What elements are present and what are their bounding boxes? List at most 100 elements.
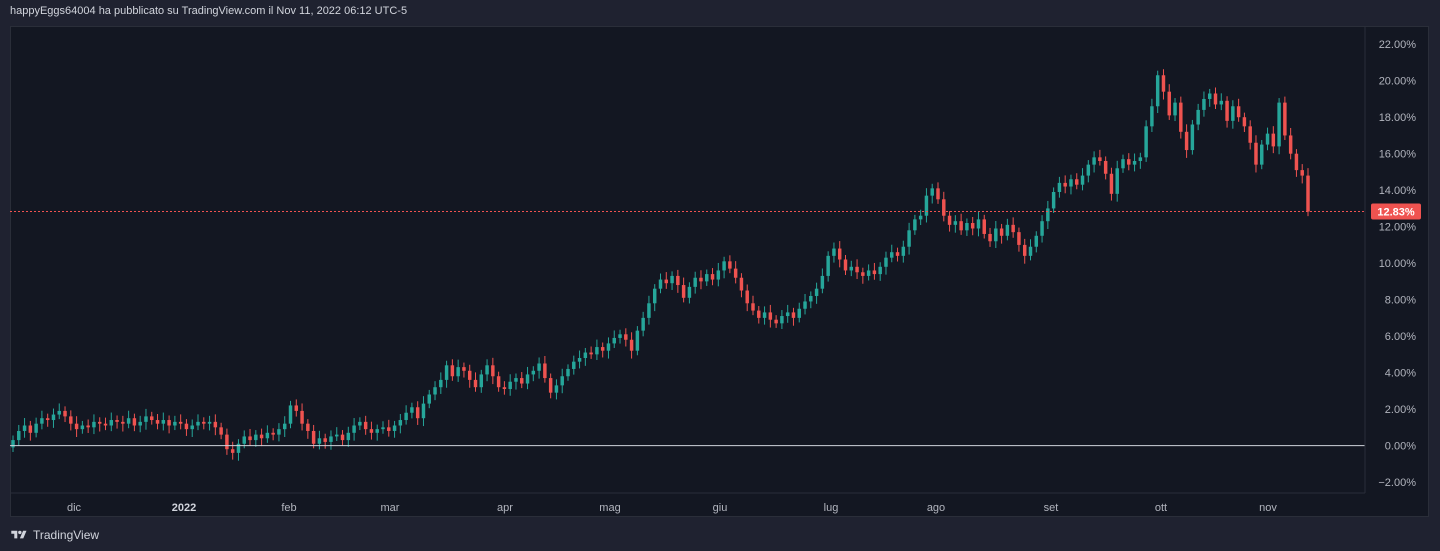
candle-body	[491, 365, 495, 377]
y-tick-label: 14.00%	[1379, 185, 1417, 197]
candle-body	[878, 266, 882, 275]
candle-body	[387, 427, 391, 431]
candle-body	[456, 367, 460, 377]
candle-body	[572, 361, 576, 369]
tradingview-brand[interactable]: TradingView	[33, 528, 100, 542]
candle-body	[1161, 75, 1166, 92]
candle-body	[28, 425, 33, 433]
candle-body	[612, 337, 616, 344]
candle-body	[433, 387, 437, 395]
candle-body	[1109, 173, 1114, 194]
candle-body	[121, 421, 125, 424]
candle-body	[473, 379, 478, 388]
x-tick-label: ott	[1155, 502, 1167, 514]
candle-body	[352, 425, 356, 433]
candle-body	[699, 277, 703, 282]
candle-body	[346, 432, 351, 441]
candle-body	[421, 403, 426, 419]
candle-body	[485, 365, 489, 375]
candle-body	[814, 288, 819, 296]
time-axis: dic 2022 feb mar apr mag giu lug ago set ott nov	[67, 502, 1277, 514]
candle-body	[624, 334, 628, 340]
candle-body	[739, 277, 744, 291]
candle-body	[439, 379, 443, 388]
candle-body	[40, 418, 44, 424]
x-tick-label: mag	[599, 502, 620, 514]
candle-body	[1121, 159, 1125, 169]
candle-body	[577, 358, 582, 362]
candle-body	[392, 425, 397, 431]
x-tick-label: ago	[927, 502, 945, 514]
last-price-badge: 12.83%	[1371, 203, 1421, 220]
candle-body	[589, 352, 593, 355]
candle-body	[294, 405, 299, 411]
candle-body	[190, 425, 194, 430]
candle-body	[236, 443, 241, 453]
candle-body	[930, 188, 934, 196]
candle-body	[1190, 124, 1195, 151]
candle-body	[924, 195, 929, 216]
candle-body	[999, 228, 1004, 236]
candle-body	[1040, 221, 1044, 236]
candle-body	[1294, 153, 1299, 171]
y-tick-label: 8.00%	[1385, 295, 1416, 307]
candle-body	[537, 363, 541, 371]
candle-body	[306, 423, 310, 431]
y-tick-label: 16.00%	[1379, 149, 1417, 161]
candle-body	[837, 248, 842, 260]
candlestick-chart[interactable]: 22.00% 20.00% 18.00% 16.00% 14.00% 12.00% 10.0…	[10, 26, 1429, 517]
x-tick-label: mar	[381, 502, 400, 514]
candle-body	[1144, 126, 1148, 158]
candle-body	[103, 423, 108, 426]
candle-body	[259, 434, 264, 439]
candle-body	[381, 427, 385, 430]
last-price-label: 12.83%	[1377, 207, 1415, 219]
candle-body	[895, 252, 900, 256]
candle-body	[1219, 100, 1224, 105]
last-price-badge-bg	[1371, 203, 1421, 220]
candle-body	[1213, 93, 1218, 105]
candle-body	[450, 365, 455, 377]
candle-body	[988, 233, 992, 242]
candle-body	[1075, 179, 1079, 185]
y-tick-label: 2.00%	[1385, 404, 1416, 416]
candle-body	[248, 436, 252, 441]
candle-body	[375, 429, 379, 433]
x-tick-label: lug	[824, 502, 839, 514]
candle-body	[150, 416, 154, 421]
candle-body	[271, 432, 275, 435]
candle-body	[496, 376, 501, 388]
candle-body	[1202, 98, 1206, 110]
candle-body	[1051, 192, 1056, 209]
candle-body	[913, 219, 917, 231]
x-tick-label: giu	[713, 502, 728, 514]
candle-body	[514, 378, 518, 382]
candle-body	[1196, 109, 1200, 125]
candle-body	[404, 412, 408, 421]
candle-body	[520, 378, 524, 384]
candle-body	[647, 303, 651, 318]
candle-body	[479, 374, 484, 388]
candle-body	[658, 279, 663, 289]
candle-body	[566, 368, 570, 377]
candle-body	[843, 259, 848, 271]
candle-body	[1173, 102, 1177, 116]
candle-body	[1011, 224, 1015, 233]
x-tick-label: apr	[497, 502, 513, 514]
candle-body	[1127, 159, 1131, 165]
candle-body	[74, 423, 79, 430]
candle-body	[230, 449, 235, 453]
candle-body	[288, 405, 293, 424]
candle-body	[733, 268, 738, 278]
candle-body	[1086, 164, 1091, 176]
candle-body	[1115, 168, 1119, 194]
candle-body	[652, 288, 657, 304]
candle-body	[317, 438, 322, 444]
candle-body	[508, 381, 512, 390]
candle-body	[282, 423, 287, 430]
candle-body	[953, 221, 958, 225]
candle-body	[583, 352, 588, 359]
candle-body	[358, 421, 362, 426]
candle-body	[1265, 133, 1270, 145]
candle-body	[109, 420, 114, 426]
